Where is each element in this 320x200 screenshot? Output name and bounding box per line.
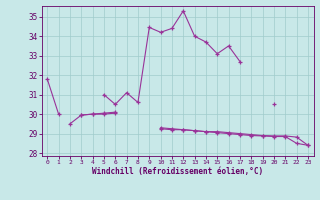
X-axis label: Windchill (Refroidissement éolien,°C): Windchill (Refroidissement éolien,°C)	[92, 167, 263, 176]
